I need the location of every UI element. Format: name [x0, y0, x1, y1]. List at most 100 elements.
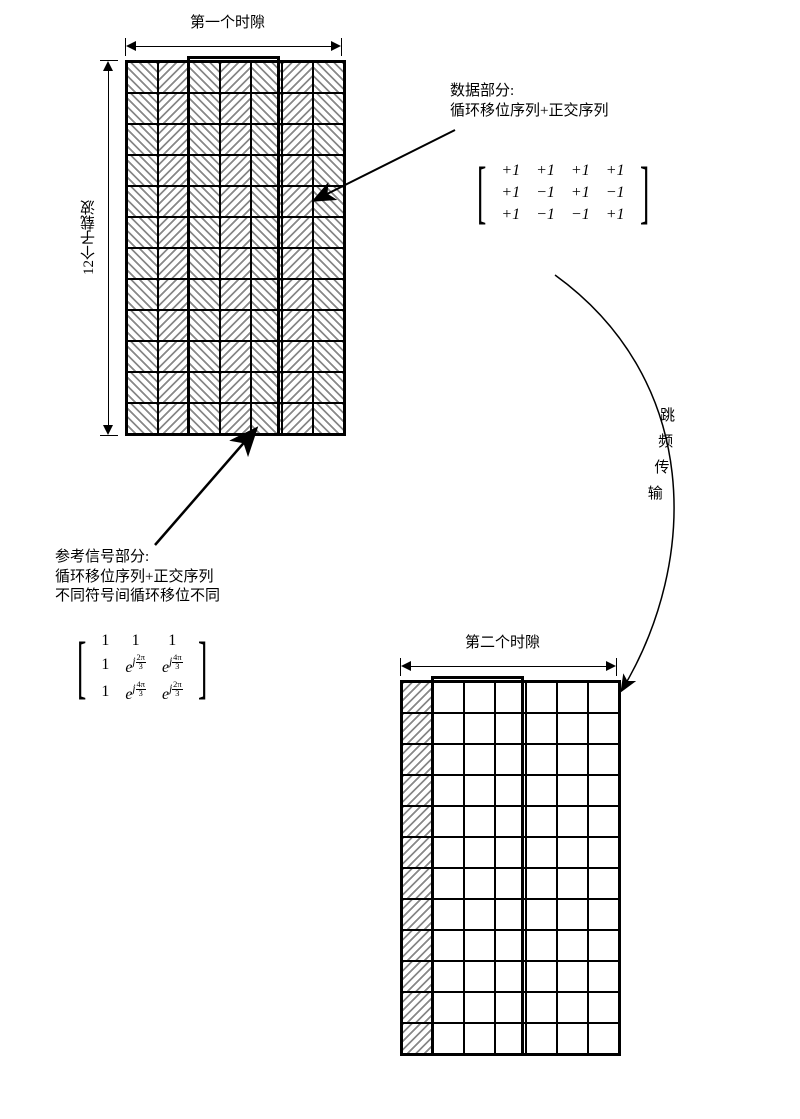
- grid-cell: [495, 682, 526, 713]
- subcarrier-dim: [100, 60, 118, 436]
- grid-cell: [433, 899, 464, 930]
- data-matrix: [+1+1+1+1+1−1+1−1+1−1−1+1]: [470, 160, 656, 226]
- matrix-cell: +1: [563, 160, 598, 182]
- grid-cell: [220, 310, 251, 341]
- slot1-top-dim: [125, 38, 342, 56]
- grid-cell: [220, 186, 251, 217]
- grid-cell: [526, 682, 557, 713]
- grid-cell: [158, 279, 189, 310]
- grid-cell: [495, 961, 526, 992]
- grid-cell: [588, 775, 619, 806]
- grid-cell: [433, 961, 464, 992]
- hop-curve-path: [555, 275, 674, 690]
- grid-cell: [464, 961, 495, 992]
- grid-cell: [220, 248, 251, 279]
- grid-cell: [433, 744, 464, 775]
- grid-cell: [127, 341, 158, 372]
- grid-cell: [220, 341, 251, 372]
- grid-cell: [127, 310, 158, 341]
- grid-cell: [588, 992, 619, 1023]
- grid-cell: [526, 992, 557, 1023]
- grid-cell: [282, 372, 313, 403]
- grid-cell: [220, 403, 251, 434]
- grid-cell: [189, 217, 220, 248]
- grid-cell: [127, 279, 158, 310]
- grid-cell: [251, 403, 282, 434]
- grid-cell: [313, 186, 344, 217]
- grid-cell: [282, 403, 313, 434]
- grid-cell: [158, 217, 189, 248]
- matrix-cell: 1: [117, 630, 154, 652]
- ref-part-label: 参考信号部分: 循环移位序列+正交序列 不同符号间循环移位不同: [55, 548, 220, 607]
- grid-cell: [282, 186, 313, 217]
- grid-cell: [588, 713, 619, 744]
- grid-cell: [495, 837, 526, 868]
- data-part-label: 数据部分: 循环移位序列+正交序列: [450, 82, 608, 121]
- grid-cell: [526, 744, 557, 775]
- grid-cell: [402, 992, 433, 1023]
- grid-cell: [464, 1023, 495, 1054]
- grid-cell: [282, 93, 313, 124]
- grid-cell: [158, 93, 189, 124]
- grid-cell: [495, 744, 526, 775]
- matrix-cell: +1: [493, 160, 528, 182]
- grid-cell: [251, 279, 282, 310]
- grid-cell: [158, 248, 189, 279]
- grid-cell: [220, 93, 251, 124]
- grid-cell: [557, 744, 588, 775]
- grid-cell: [251, 248, 282, 279]
- matrix-cell: −1: [528, 204, 563, 226]
- grid-cell: [282, 155, 313, 186]
- grid-cell: [189, 124, 220, 155]
- grid-cell: [557, 1023, 588, 1054]
- grid-cell: [189, 372, 220, 403]
- grid-cell: [464, 744, 495, 775]
- grid-cell: [588, 744, 619, 775]
- grid-cell: [433, 930, 464, 961]
- grid-cell: [158, 155, 189, 186]
- grid-cell: [251, 155, 282, 186]
- grid-cell: [588, 868, 619, 899]
- ref-part-desc1: 循环移位序列+正交序列: [55, 569, 213, 585]
- matrix-cell: 1: [93, 679, 117, 706]
- grid-cell: [127, 124, 158, 155]
- grid-cell: [557, 837, 588, 868]
- grid-cell: [557, 806, 588, 837]
- grid-cell: [313, 341, 344, 372]
- grid-cell: [495, 992, 526, 1023]
- grid-cell: [313, 217, 344, 248]
- grid-cell: [588, 682, 619, 713]
- matrix-cell: −1: [598, 182, 633, 204]
- grid-cell: [557, 961, 588, 992]
- slot2-top-dim: [400, 658, 617, 676]
- ref-arrow: [155, 430, 255, 545]
- grid-cell: [189, 403, 220, 434]
- grid-cell: [251, 310, 282, 341]
- grid-cell: [189, 155, 220, 186]
- grid-cell: [313, 372, 344, 403]
- subcarrier-label: 12个子载波: [78, 200, 99, 275]
- grid-cell: [251, 186, 282, 217]
- grid-cell: [402, 775, 433, 806]
- grid-cell: [588, 961, 619, 992]
- grid-cell: [158, 310, 189, 341]
- grid-cell: [464, 682, 495, 713]
- grid-cell: [220, 217, 251, 248]
- grid-cell: [433, 713, 464, 744]
- grid-cell: [251, 62, 282, 93]
- grid-cell: [402, 930, 433, 961]
- grid-cell: [189, 62, 220, 93]
- grid-cell: [313, 279, 344, 310]
- grid-cell: [495, 806, 526, 837]
- grid-cell: [402, 1023, 433, 1054]
- grid-cell: [433, 1023, 464, 1054]
- grid-cell: [251, 341, 282, 372]
- data-part-desc: 循环移位序列+正交序列: [450, 103, 608, 119]
- grid-cell: [464, 992, 495, 1023]
- grid-cell: [251, 124, 282, 155]
- matrix-cell: 1: [93, 630, 117, 652]
- grid-cell: [313, 310, 344, 341]
- grid-cell: [495, 713, 526, 744]
- grid-cell: [526, 961, 557, 992]
- grid-cell: [557, 992, 588, 1023]
